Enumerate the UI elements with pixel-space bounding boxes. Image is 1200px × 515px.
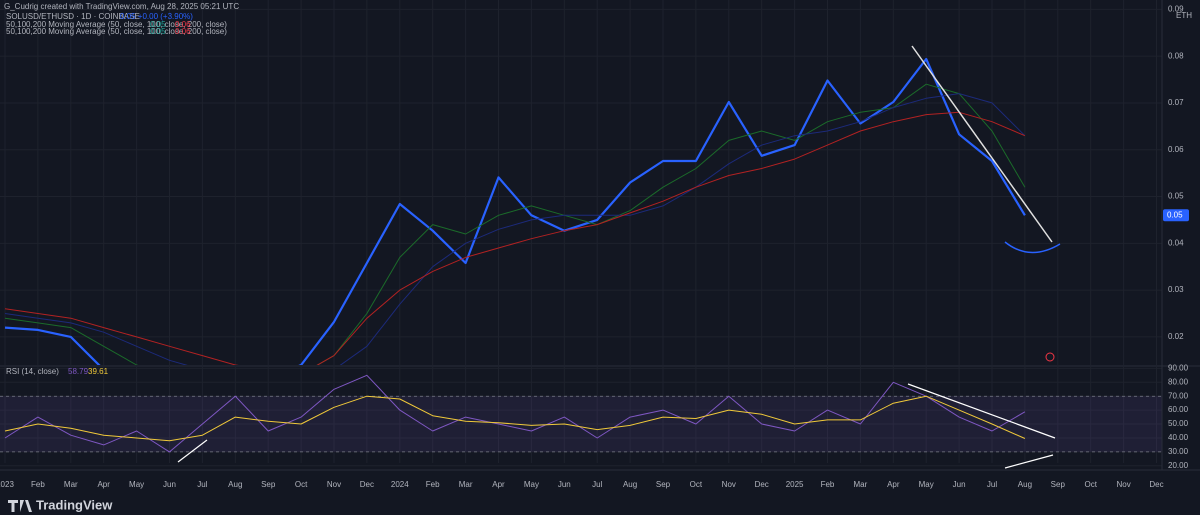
symbol: SOLUSD/ETHUSD · 1D · COINBASE (6, 12, 140, 21)
indicator-label: 50,100,200 Moving Average (50, close, 10… (6, 27, 227, 36)
x-tick-label: Aug (1018, 480, 1032, 489)
x-tick-label: May (919, 480, 934, 489)
price-tag (1163, 209, 1189, 222)
x-tick-label: Mar (854, 480, 868, 489)
series-line (4, 111, 1026, 365)
price-grid (0, 0, 1162, 365)
y-tick-label: 30.00 (1168, 447, 1189, 456)
rsi-title: RSI (14, close) (6, 367, 59, 376)
indicator-value: 0.05 (150, 20, 166, 29)
price-tag-label: 0.05 (1167, 210, 1183, 219)
y-tick-label: 90.00 (1168, 364, 1189, 373)
y-tick-label: 0.08 (1168, 51, 1184, 60)
x-tick-label: Sep (261, 480, 276, 489)
y-tick-label: 0.06 (1168, 145, 1184, 154)
x-tick-label: Oct (690, 480, 703, 489)
series-line (4, 93, 1026, 365)
trend-line (911, 45, 1053, 243)
x-tick-label: Jul (987, 480, 997, 489)
x-tick-label: Mar (459, 480, 473, 489)
y-tick-label: 20.00 (1168, 461, 1189, 470)
alert-icon (1045, 352, 1055, 362)
y-tick-label: 0.07 (1168, 98, 1184, 107)
y-tick-label: 0.09 (1168, 4, 1184, 13)
x-tick-label: Aug (228, 480, 242, 489)
x-tick-label: Jul (592, 480, 602, 489)
x-tick-label: 2024 (391, 480, 409, 489)
credit: G_Cudrig created with TradingView.com, A… (4, 2, 239, 11)
x-tick-label: Oct (295, 480, 308, 489)
y-tick-label: 80.00 (1168, 377, 1189, 386)
brand: TradingView (36, 497, 113, 512)
rsi-ma-value: 39.61 (88, 367, 109, 376)
axis-unit: ETH (1176, 11, 1192, 20)
x-tick-label: Jun (953, 480, 966, 489)
y-tick-label: 0.04 (1168, 238, 1184, 247)
price-plot (4, 57, 1026, 365)
x-tick-label: Nov (1116, 480, 1130, 489)
y-tick-label: 40.00 (1168, 433, 1189, 442)
x-tick-label: Apr (887, 480, 900, 489)
y-tick-label: 70.00 (1168, 391, 1189, 400)
rsi-value: 58.79 (68, 367, 89, 376)
x-tick-label: May (524, 480, 539, 489)
x-tick-label: Jul (197, 480, 207, 489)
trend-line (1004, 454, 1054, 469)
indicator-value: 0.06 (175, 20, 191, 29)
indicator-value: 0.06 (175, 27, 191, 36)
x-tick-label: Nov (722, 480, 736, 489)
y-tick-label: 0.03 (1168, 285, 1184, 294)
y-tick-label: 0.05 (1168, 192, 1184, 201)
indicator-label: 50,100,200 Moving Average (50, close, 10… (6, 20, 227, 29)
x-tick-label: Feb (31, 480, 45, 489)
x-tick-label: Jun (558, 480, 571, 489)
y-tick-label: 0.02 (1168, 332, 1184, 341)
quote: 0.05 +0.00 (+3.90%) (120, 12, 193, 21)
rsi-band (0, 396, 1162, 452)
x-tick-label: Sep (656, 480, 671, 489)
rounded-bottom (1004, 241, 1061, 254)
brand-logo (8, 500, 32, 512)
x-tick-label: Apr (97, 480, 110, 489)
trend-line (907, 383, 1056, 439)
trend-line (177, 439, 208, 463)
x-tick-label: Feb (821, 480, 835, 489)
x-tick-label: 2025 (786, 480, 804, 489)
x-tick-label: 2023 (0, 480, 14, 489)
x-tick-label: Nov (327, 480, 341, 489)
x-tick-label: Dec (1149, 480, 1163, 489)
x-tick-label: May (129, 480, 144, 489)
x-tick-label: Dec (755, 480, 769, 489)
x-tick-label: Feb (426, 480, 440, 489)
x-tick-label: Sep (1051, 480, 1066, 489)
x-tick-label: Apr (492, 480, 505, 489)
x-tick-label: Mar (64, 480, 78, 489)
indicator-value: 0.05 (150, 27, 166, 36)
series-line (4, 374, 1026, 453)
x-tick-label: Aug (623, 480, 637, 489)
x-tick-label: Jun (163, 480, 176, 489)
series-line (4, 83, 1026, 365)
series-line (4, 57, 1026, 365)
x-tick-label: Oct (1084, 480, 1097, 489)
y-tick-label: 50.00 (1168, 419, 1189, 428)
x-tick-label: Dec (360, 480, 374, 489)
series-line (4, 395, 1026, 442)
y-tick-label: 60.00 (1168, 405, 1189, 414)
rsi-plot (0, 374, 1162, 453)
